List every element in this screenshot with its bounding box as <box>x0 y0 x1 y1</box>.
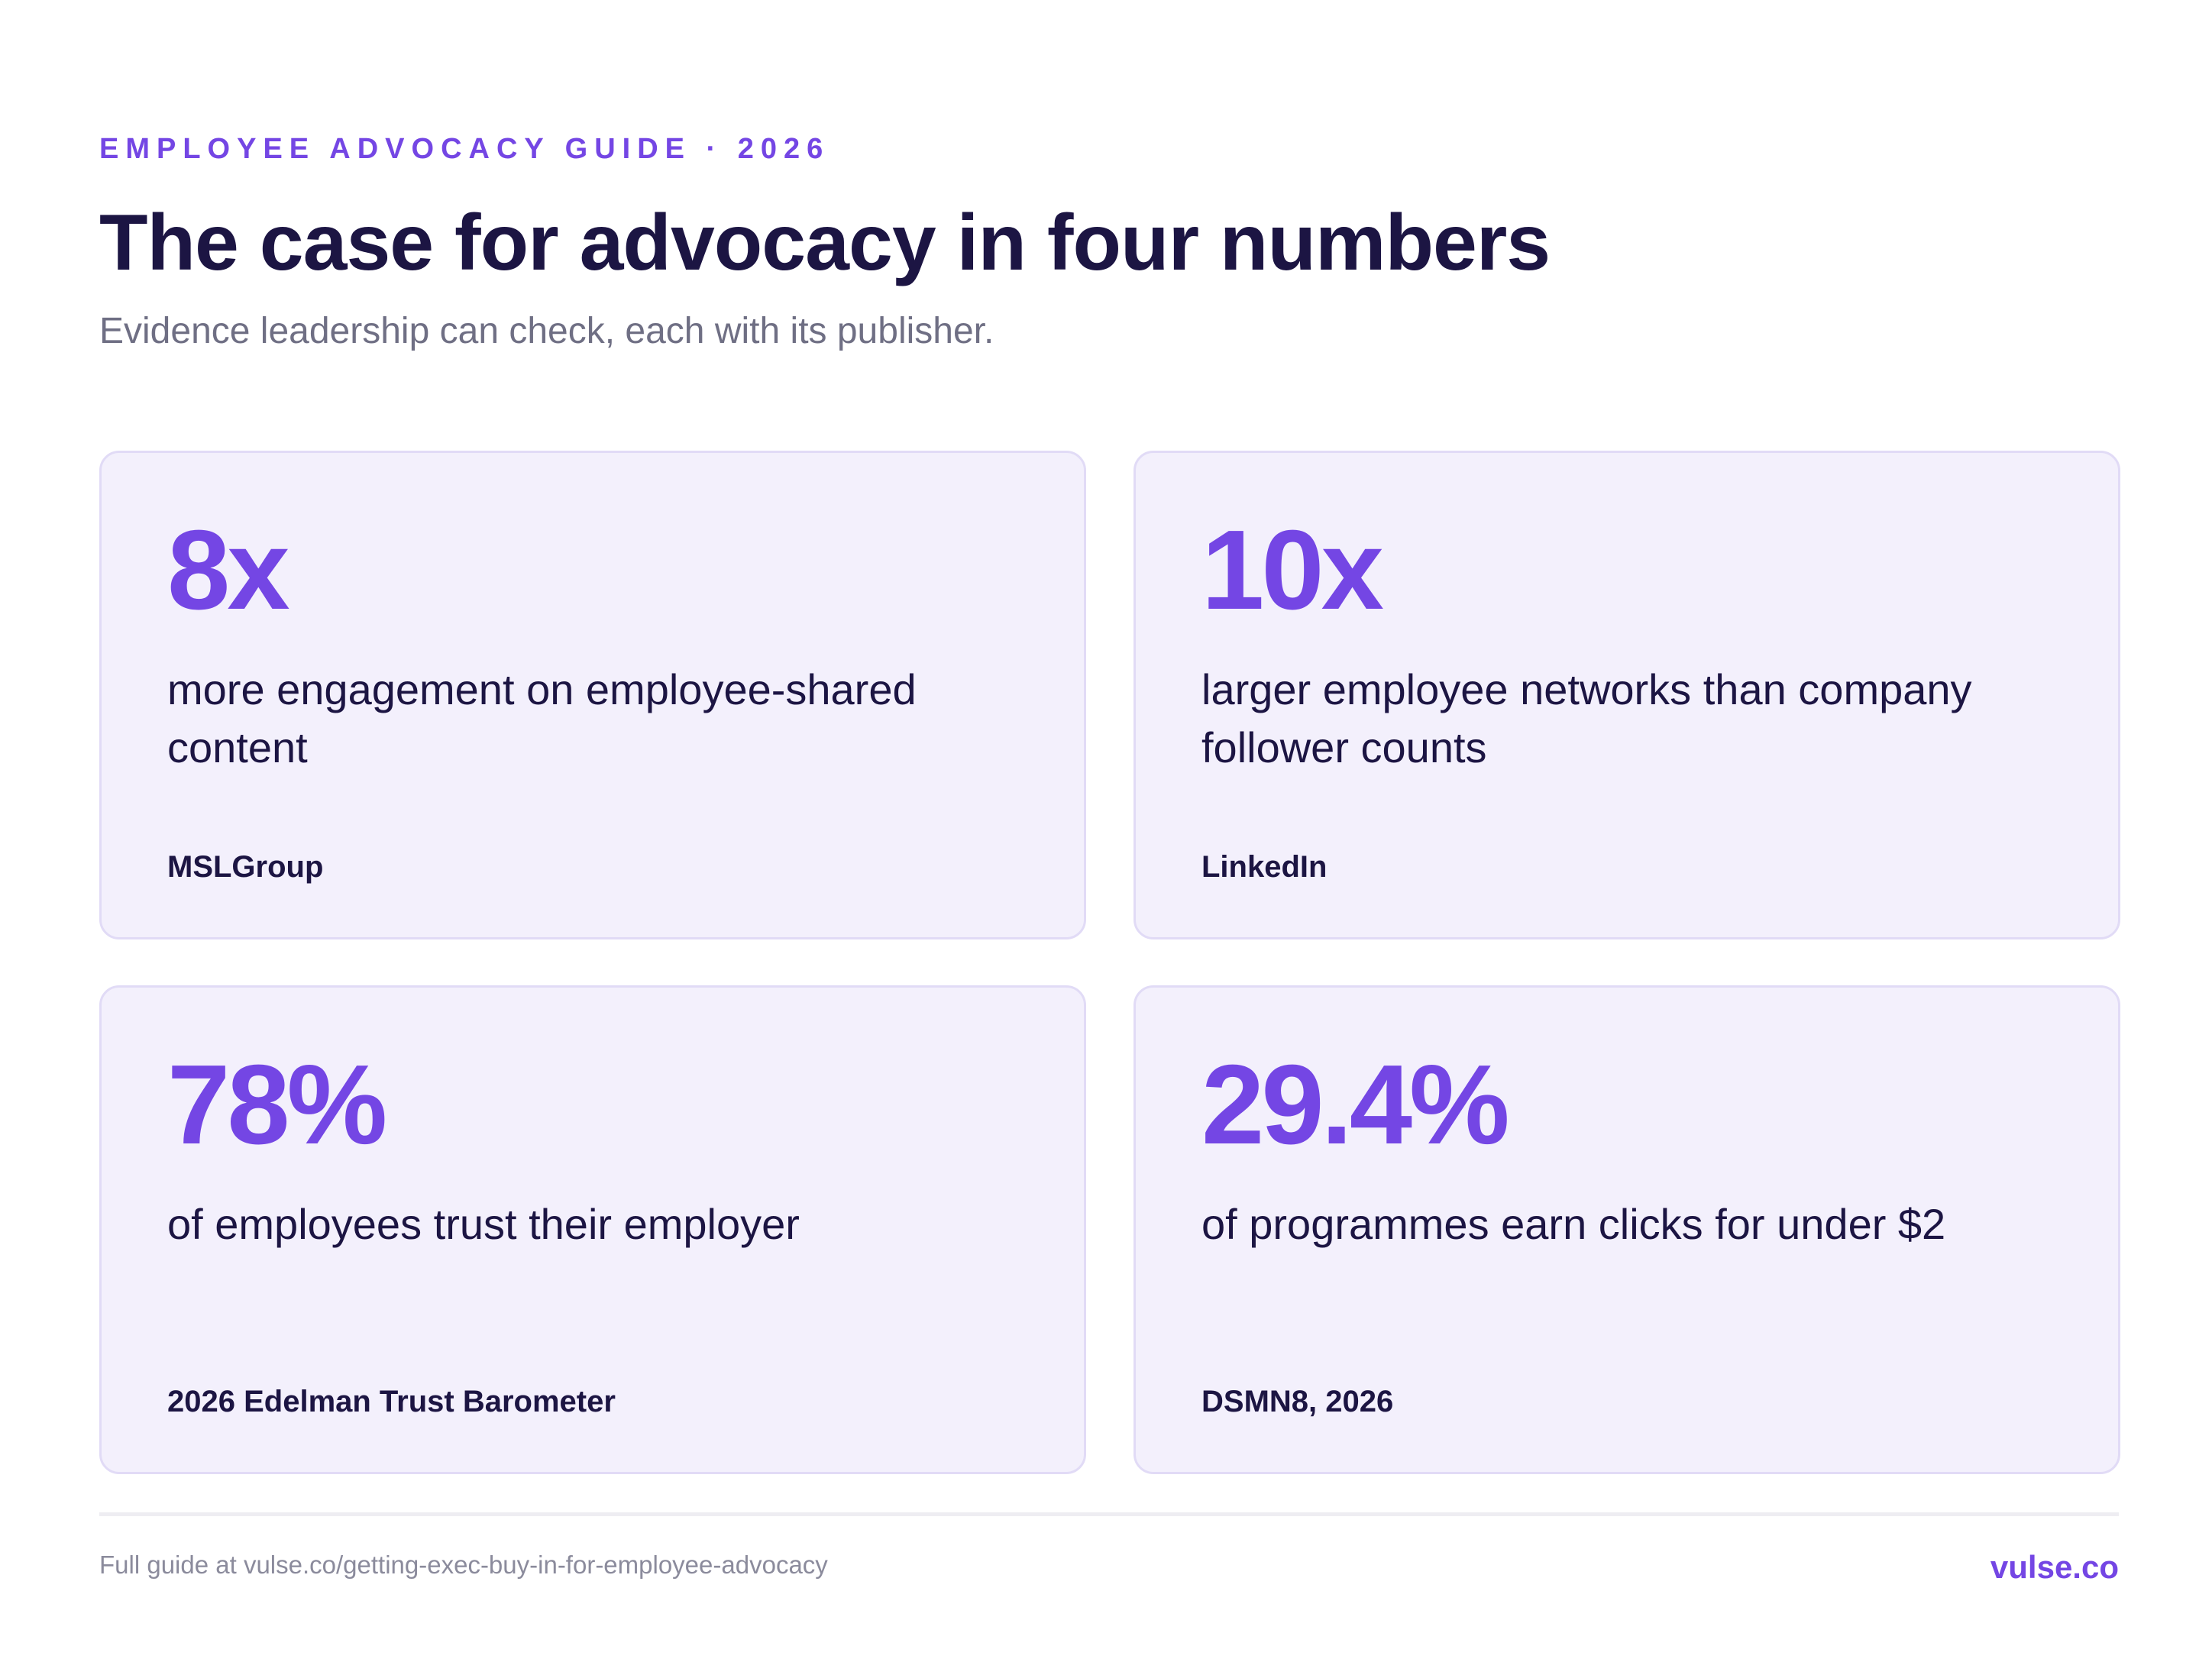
stat-description: larger employee networks than company fo… <box>1201 665 1972 771</box>
stat-description: of programmes earn clicks for under $2 <box>1201 1200 1946 1248</box>
stat-value: 10x <box>1201 507 1384 633</box>
footer-divider <box>99 1512 2119 1516</box>
stat-description: more engagement on employee-shared conte… <box>167 665 917 771</box>
stat-value: 8x <box>167 507 290 633</box>
stat-card-engagement: 8x more engagement on employee-shared co… <box>99 451 1086 939</box>
stat-source: MSLGroup <box>167 850 324 884</box>
stat-source: LinkedIn <box>1201 850 1328 884</box>
brand-logo-text[interactable]: vulse.co <box>1990 1549 2119 1585</box>
stat-description: of employees trust their employer <box>167 1200 800 1248</box>
footer-guide-link[interactable]: Full guide at vulse.co/getting-exec-buy-… <box>99 1551 828 1579</box>
stat-value: 78% <box>167 1042 387 1168</box>
stat-source: 2026 Edelman Trust Barometer <box>167 1385 616 1418</box>
page-title: The case for advocacy in four numbers <box>99 199 1551 287</box>
page-subtitle: Evidence leadership can check, each with… <box>99 311 994 351</box>
eyebrow-label: EMPLOYEE ADVOCACY GUIDE · 2026 <box>99 133 830 165</box>
stat-card-clicks: 29.4% of programmes earn clicks for unde… <box>1133 985 2120 1474</box>
stat-card-trust: 78% of employees trust their employer 20… <box>99 985 1086 1474</box>
stat-value: 29.4% <box>1201 1042 1510 1168</box>
stat-card-networks: 10x larger employee networks than compan… <box>1133 451 2120 939</box>
stat-source: DSMN8, 2026 <box>1201 1385 1394 1418</box>
